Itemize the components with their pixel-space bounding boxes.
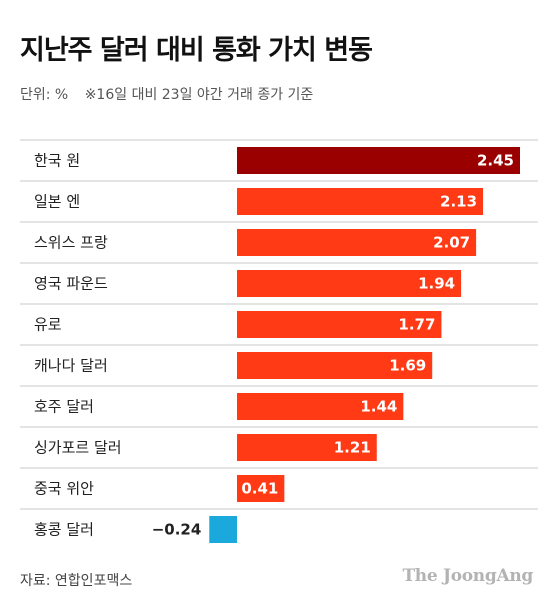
- bar: [237, 393, 404, 420]
- bar: [209, 516, 237, 543]
- value-label: 1.21: [334, 439, 371, 457]
- value-label: 1.94: [418, 275, 455, 293]
- category-label: 한국 원: [34, 152, 80, 170]
- bar: [237, 270, 462, 297]
- bar: [237, 311, 442, 338]
- unit-label: 단위: %: [20, 87, 69, 103]
- value-label: 1.44: [360, 398, 397, 416]
- category-label: 호주 달러: [34, 398, 94, 416]
- category-label: 스위스 프랑: [34, 234, 108, 252]
- bar: [237, 475, 285, 502]
- bar: [237, 147, 520, 174]
- category-label: 캐나다 달러: [34, 357, 108, 375]
- chart-title: 지난주 달러 대비 통화 가치 변동: [20, 35, 373, 66]
- publisher-logo: The JoongAng: [402, 566, 533, 586]
- value-label: 1.69: [389, 357, 426, 375]
- source-note: 자료: 연합인포맥스: [20, 573, 133, 589]
- value-label: −0.24: [152, 521, 202, 539]
- category-label: 영국 파운드: [34, 275, 108, 293]
- basis-note: ※16일 대비 23일 야간 거래 종가 기준: [84, 87, 314, 103]
- category-label: 일본 엔: [34, 193, 80, 211]
- category-label: 유로: [34, 316, 62, 334]
- bar: [237, 229, 477, 256]
- bar: [237, 434, 377, 461]
- category-label: 싱가포르 달러: [34, 439, 122, 457]
- value-label: 2.07: [433, 234, 470, 252]
- category-label: 홍콩 달러: [34, 521, 94, 539]
- value-label: 1.77: [398, 316, 435, 334]
- category-label: 중국 위안: [34, 480, 94, 498]
- bar: [237, 188, 484, 215]
- value-label: 0.41: [241, 480, 278, 498]
- value-label: 2.13: [440, 193, 477, 211]
- value-label: 2.45: [477, 152, 514, 170]
- chart-meta: 단위: % ※16일 대비 23일 야간 거래 종가 기준: [20, 84, 313, 104]
- bar: [237, 352, 433, 379]
